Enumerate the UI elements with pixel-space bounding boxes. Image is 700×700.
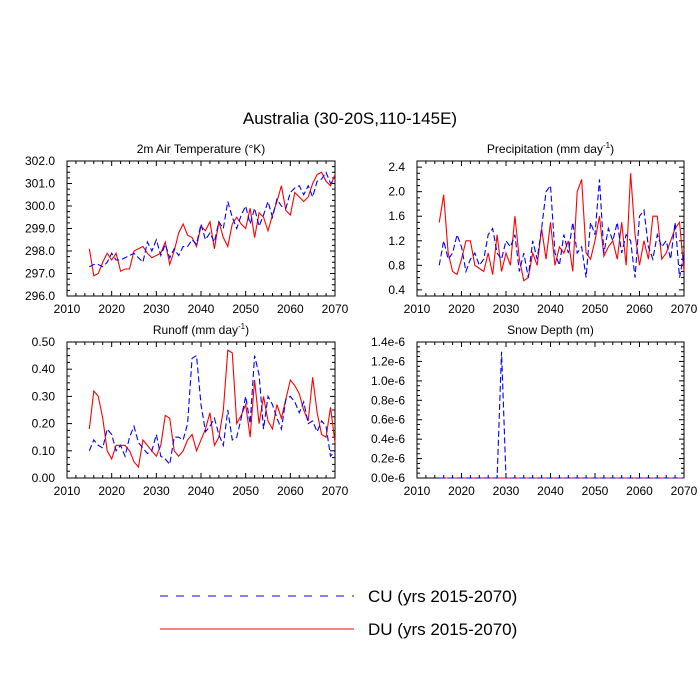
x-tick-label: 2030 [143, 484, 170, 498]
chart-panel-1: 2m Air Temperature (°K) 2010 2020 2030 2040 2… [25, 142, 349, 316]
y-tick-label: 0.4 [388, 283, 405, 297]
y-tick-label: 302.0 [25, 154, 55, 168]
x-tick-label: 2030 [143, 302, 170, 316]
x-tick-label: 2010 [54, 484, 81, 498]
y-tick-label: 0.30 [32, 389, 56, 403]
chart-panel-3: Runoff (mm day-1) 2010 2020 2030 2040 2050 206… [32, 322, 349, 498]
chart-title: 2m Air Temperature (°K) [137, 142, 266, 156]
x-tick-label: 2070 [322, 484, 349, 498]
y-tick-label: 2.0 [388, 185, 405, 199]
x-tick-label: 2020 [448, 302, 475, 316]
y-tick-label: 0.6e-6 [371, 413, 405, 427]
x-tick-label: 2010 [404, 302, 431, 316]
series-line-du [88, 349, 336, 469]
x-tick-label: 2070 [322, 302, 349, 316]
x-tick-label: 2060 [626, 484, 653, 498]
figure-title: Australia (30-20S,110-145E) [243, 109, 457, 128]
chart-title: Runoff (mm day-1) [153, 322, 249, 337]
legend: CU (yrs 2015-2070) DU (yrs 2015-2070) [160, 587, 517, 639]
x-tick-label: 2040 [188, 302, 215, 316]
series-line-cu [439, 351, 684, 479]
x-tick-label: 2010 [54, 302, 81, 316]
x-tick-label: 2070 [671, 302, 698, 316]
chart-panel-2: Precipitation (mm day-1) 2010 2020 2030 2040… [388, 141, 697, 316]
y-tick-label: 0.8e-6 [371, 393, 405, 407]
series-line-cu [438, 179, 685, 278]
x-tick-label: 2050 [232, 302, 259, 316]
y-tick-label: 1.2e-6 [371, 354, 405, 368]
x-tick-label: 2050 [232, 484, 259, 498]
y-tick-label: 299.0 [25, 222, 55, 236]
legend-label-du: DU (yrs 2015-2070) [368, 620, 517, 639]
x-tick-label: 2010 [404, 484, 431, 498]
x-tick-label: 2020 [448, 484, 475, 498]
x-tick-label: 2020 [98, 302, 125, 316]
y-tick-label: 0.20 [32, 417, 56, 431]
x-tick-label: 2040 [188, 484, 215, 498]
chart-panel-4: Snow Depth (m) 2010 2020 2030 2040 2050 2060 20… [371, 323, 698, 498]
y-tick-label: 1.2 [388, 234, 405, 248]
y-tick-label: 1.0e-6 [371, 374, 405, 388]
x-tick-label: 2030 [493, 484, 520, 498]
x-tick-label: 2030 [493, 302, 520, 316]
y-tick-label: 301.0 [25, 177, 55, 191]
y-tick-label: 296.0 [25, 289, 55, 303]
chart-title: Precipitation (mm day-1) [487, 141, 614, 156]
x-tick-label: 2060 [277, 302, 304, 316]
y-tick-label: 0.40 [32, 362, 56, 376]
x-tick-label: 2070 [671, 484, 698, 498]
x-tick-label: 2040 [537, 484, 564, 498]
y-tick-label: 0.50 [32, 335, 56, 349]
series-line-du [88, 171, 336, 277]
legend-label-cu: CU (yrs 2015-2070) [368, 587, 517, 606]
y-tick-label: 0.8 [388, 258, 405, 272]
y-tick-label: 0.10 [32, 444, 56, 458]
y-tick-label: 297.0 [25, 267, 55, 281]
x-tick-label: 2050 [582, 484, 609, 498]
x-tick-label: 2040 [537, 302, 564, 316]
chart-title: Snow Depth (m) [507, 323, 594, 337]
series-line-cu [89, 171, 336, 268]
y-tick-label: 0.0e-6 [371, 471, 405, 485]
y-tick-label: 0.2e-6 [371, 452, 405, 466]
y-tick-label: 298.0 [25, 244, 55, 258]
y-tick-label: 1.6 [388, 209, 405, 223]
x-tick-label: 2060 [626, 302, 653, 316]
x-tick-label: 2060 [277, 484, 304, 498]
x-tick-label: 2050 [582, 302, 609, 316]
y-tick-label: 2.4 [388, 160, 405, 174]
y-tick-label: 0.4e-6 [371, 432, 405, 446]
x-tick-label: 2020 [98, 484, 125, 498]
series-line-cu [88, 354, 336, 466]
y-tick-label: 1.4e-6 [371, 335, 405, 349]
panels: 2m Air Temperature (°K) 2010 2020 2030 2040 2… [25, 141, 698, 498]
y-tick-label: 300.0 [25, 199, 55, 213]
y-tick-label: 0.00 [32, 471, 56, 485]
